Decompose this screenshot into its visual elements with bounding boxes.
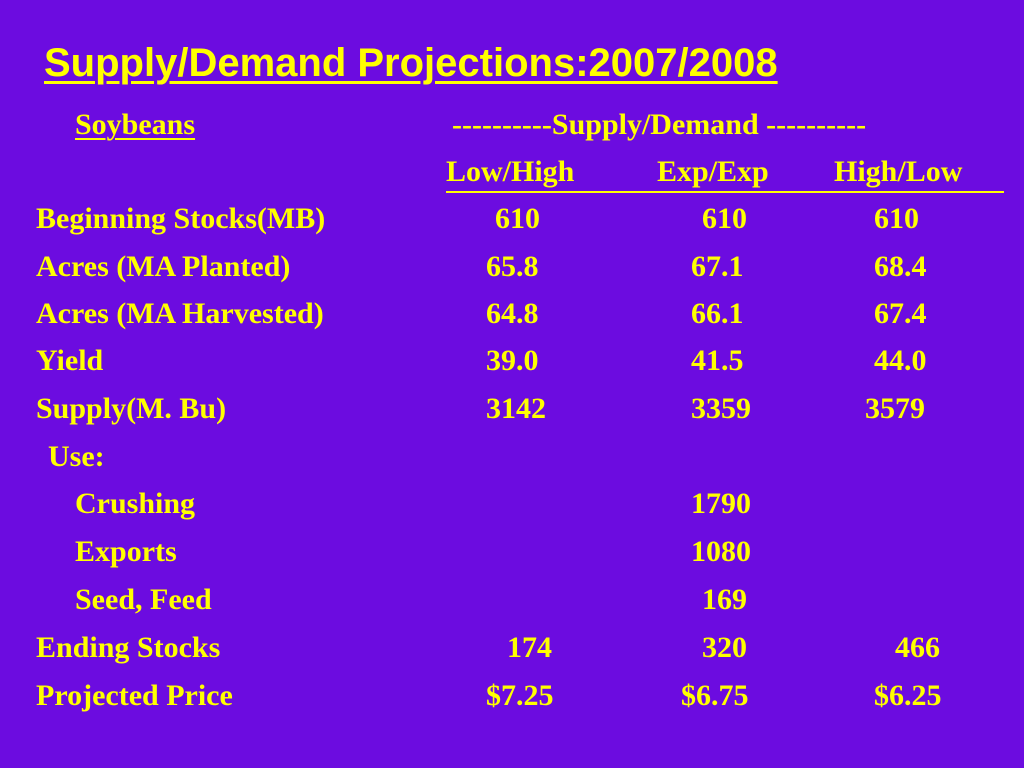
row-label-acres-harvested: Acres (MA Harvested) (36, 297, 324, 330)
cell-acres-planted-exp: 67.1 (691, 250, 744, 283)
cell-projected-price-high: $6.25 (874, 679, 942, 712)
slide-title: Supply/Demand Projections:2007/2008 (44, 41, 778, 85)
cell-acres-planted-low: 65.8 (486, 250, 539, 283)
cell-supply-low: 3142 (486, 392, 546, 425)
column-header-low-high: Low/High (446, 155, 575, 188)
row-label-seed-feed: Seed, Feed (75, 583, 212, 616)
cell-crushing-exp: 1790 (691, 487, 751, 520)
cell-acres-planted-high: 68.4 (874, 250, 927, 283)
cell-beginning-stocks-exp: 610 (702, 202, 747, 235)
row-label-beginning-stocks: Beginning Stocks(MB) (36, 202, 326, 235)
cell-ending-stocks-exp: 320 (702, 631, 747, 664)
cell-ending-stocks-low: 174 (507, 631, 552, 664)
cell-supply-exp: 3359 (691, 392, 751, 425)
row-label-crushing: Crushing (75, 487, 196, 520)
cell-projected-price-low: $7.25 (486, 679, 554, 712)
row-label-supply: Supply(M. Bu) (36, 392, 227, 425)
cell-acres-harvested-high: 67.4 (874, 297, 927, 330)
cell-ending-stocks-high: 466 (895, 631, 940, 664)
cell-acres-harvested-exp: 66.1 (691, 297, 744, 330)
group-header: ----------Supply/Demand ---------- (452, 108, 867, 141)
row-label-exports: Exports (75, 535, 177, 568)
cell-yield-high: 44.0 (874, 344, 927, 377)
cell-yield-low: 39.0 (486, 344, 539, 377)
row-label-projected-price: Projected Price (36, 679, 233, 712)
column-header-underline (446, 191, 1004, 193)
cell-supply-high: 3579 (865, 392, 925, 425)
cell-exports-exp: 1080 (691, 535, 751, 568)
row-label-use: Use: (48, 440, 105, 473)
cell-acres-harvested-low: 64.8 (486, 297, 539, 330)
cell-yield-exp: 41.5 (691, 344, 744, 377)
row-label-ending-stocks: Ending Stocks (36, 631, 221, 664)
cell-projected-price-exp: $6.75 (681, 679, 749, 712)
commodity-label: Soybeans (75, 108, 196, 141)
column-header-exp-exp: Exp/Exp (657, 155, 769, 188)
column-header-high-low: High/Low (834, 155, 963, 188)
row-label-acres-planted: Acres (MA Planted) (36, 250, 291, 283)
row-label-yield: Yield (36, 344, 104, 377)
cell-seed-feed-exp: 169 (702, 583, 747, 616)
cell-beginning-stocks-low: 610 (495, 202, 540, 235)
cell-beginning-stocks-high: 610 (874, 202, 919, 235)
